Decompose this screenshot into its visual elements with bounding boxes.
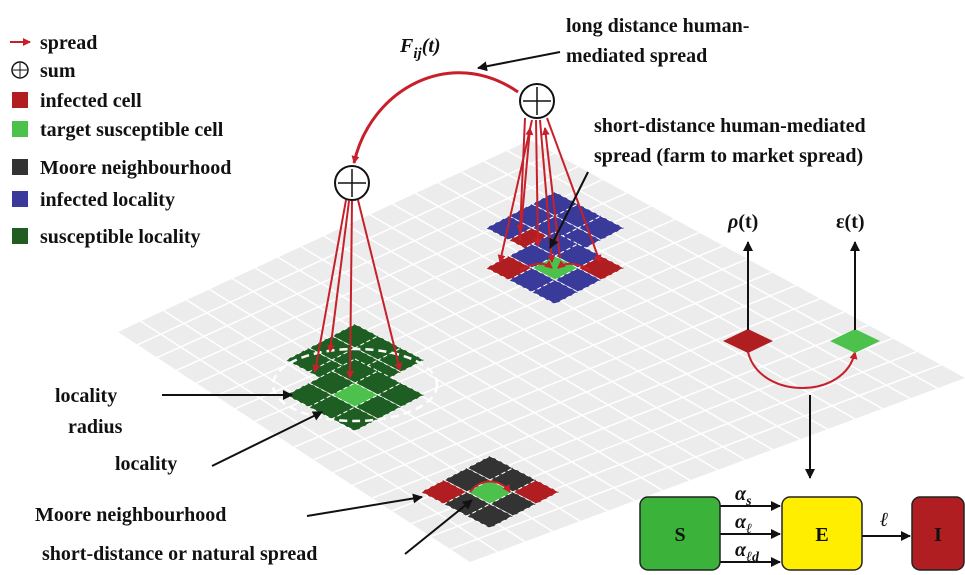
natural-spread-label: short-distance or natural spread [42,543,317,565]
label-line: long distance human- [566,15,749,37]
rate-sub: s [745,494,752,509]
compartment-label: S [674,524,685,546]
compartment-label: E [815,524,828,546]
locality-label: locality [115,453,177,475]
legend-label: sum [40,60,76,82]
sum-node [335,166,369,200]
legend-label: spread [40,32,97,54]
legend-swatch [12,121,28,137]
legend-swatch [12,159,28,175]
epsilon-label: ε(t) [836,211,865,233]
diagram: spread sum infected cell target suscepti… [0,0,965,575]
legend-swatch [12,228,28,244]
flow-arg: (t) [422,35,441,57]
compartment-label: I [934,524,942,546]
legend-label: target susceptible cell [40,119,224,141]
legend-swatch [12,92,28,108]
label-line: locality [55,385,117,407]
rho-label: ρ(t) [727,211,758,233]
legend-label: infected cell [40,90,142,112]
moore-label: Moore neighbourhood [35,504,226,526]
label-line: mediated spread [566,45,707,67]
legend-swatch [12,191,28,207]
legend-label: susceptible locality [40,226,201,248]
transition-label: ℓ [880,509,889,531]
legend-label: infected locality [40,189,175,211]
epsilon-arg: (t) [845,211,865,233]
rho-arg: (t) [738,211,758,233]
label-line: radius [68,416,123,438]
rho-symbol: ρ [727,211,738,233]
legend-sum-icon [12,62,28,78]
label-line: spread (farm to market spread) [594,145,863,167]
flow-symbol: F [399,35,414,57]
rate-sub: ℓ [746,522,752,537]
sum-node [520,84,554,118]
flow-label: Fij(t) [399,35,441,62]
legend-label: Moore neighbourhood [40,157,231,179]
label-line: short-distance human-mediated [594,115,866,137]
legend: spread sum infected cell target suscepti… [10,32,231,248]
rate-sub: ℓd [746,550,760,565]
